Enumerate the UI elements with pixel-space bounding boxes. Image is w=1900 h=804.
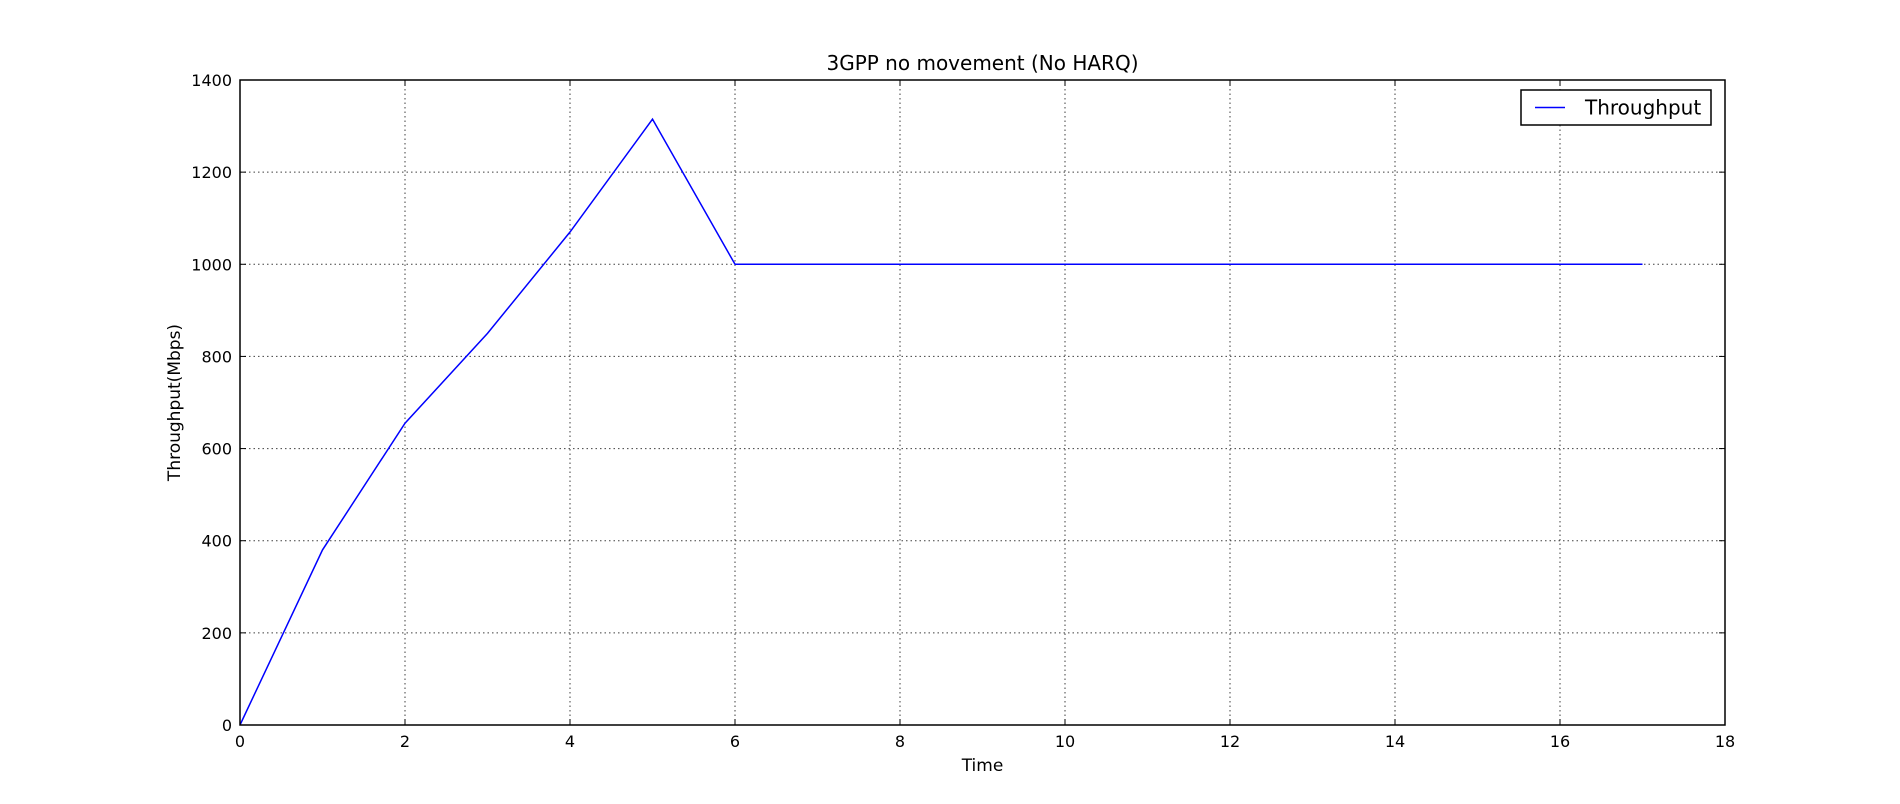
chart-title: 3GPP no movement (No HARQ)	[826, 51, 1138, 75]
y-tick-label: 800	[201, 347, 232, 366]
x-axis-label: Time	[961, 756, 1004, 776]
axis-ticks	[240, 80, 1725, 725]
y-tick-label: 200	[201, 624, 232, 643]
y-tick-label: 0	[222, 716, 232, 735]
legend-label-throughput: Throughput	[1584, 96, 1701, 120]
x-tick-label: 6	[730, 732, 740, 751]
y-tick-label: 400	[201, 532, 232, 551]
series-line-throughput	[240, 119, 1643, 725]
x-tick-label: 14	[1385, 732, 1405, 751]
x-tick-label: 8	[895, 732, 905, 751]
grid	[240, 80, 1725, 725]
x-tick-label: 2	[400, 732, 410, 751]
x-tick-label: 10	[1055, 732, 1075, 751]
y-tick-label: 1200	[191, 163, 232, 182]
y-tick-label: 1000	[191, 255, 232, 274]
y-tick-label: 1400	[191, 71, 232, 90]
series-layer	[240, 119, 1643, 725]
x-tick-label: 18	[1715, 732, 1735, 751]
legend: Throughput	[1521, 90, 1711, 125]
x-tick-label: 16	[1550, 732, 1570, 751]
y-axis-label: Throughput(Mbps)	[165, 324, 185, 482]
x-tick-label: 12	[1220, 732, 1240, 751]
tick-labels: 0 2 4 6 8 10 12 14 16 18 0 200 400 600 800 1000 1200 1400	[191, 71, 1735, 751]
x-tick-label: 0	[235, 732, 245, 751]
y-tick-label: 600	[201, 440, 232, 459]
plot-area-frame	[240, 80, 1725, 725]
x-tick-label: 4	[565, 732, 575, 751]
